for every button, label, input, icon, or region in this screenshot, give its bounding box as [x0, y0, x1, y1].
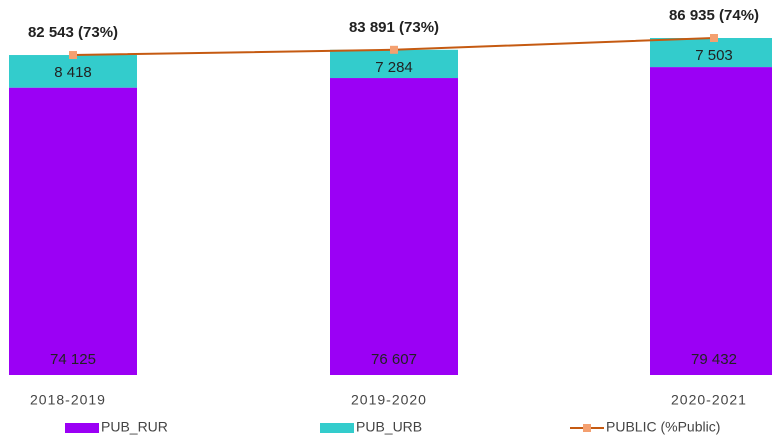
legend-label: PUB_RUR	[101, 419, 168, 435]
bar-segment	[650, 67, 772, 375]
value-label: 76 607	[371, 351, 417, 368]
bar-segment	[650, 38, 772, 68]
legend-swatch	[65, 423, 99, 433]
value-label: 7 284	[375, 59, 413, 76]
bar-segment	[9, 87, 137, 376]
line-label: 82 543 (73%)	[28, 24, 118, 41]
x-tick-label: 2019-2020	[351, 392, 427, 408]
line-label: 83 891 (73%)	[349, 19, 439, 36]
bar-segment	[330, 49, 458, 79]
legend-marker	[583, 424, 591, 432]
value-label: 7 503	[695, 47, 733, 64]
legend-label: PUBLIC (%Public)	[606, 419, 720, 435]
line-label: 86 935 (74%)	[669, 7, 759, 24]
value-label: 8 418	[54, 64, 92, 81]
x-tick-label: 2018-2019	[30, 392, 106, 408]
legend-label: PUB_URB	[356, 419, 422, 435]
x-tick-label: 2020-2021	[671, 392, 747, 408]
value-label: 79 432	[691, 351, 737, 368]
legend-swatch	[320, 423, 354, 433]
bar-segment	[9, 55, 137, 88]
line-marker	[710, 34, 718, 42]
value-label: 74 125	[50, 351, 96, 368]
line-marker	[390, 45, 398, 54]
bar-segment	[330, 78, 458, 375]
line-marker	[69, 51, 77, 60]
